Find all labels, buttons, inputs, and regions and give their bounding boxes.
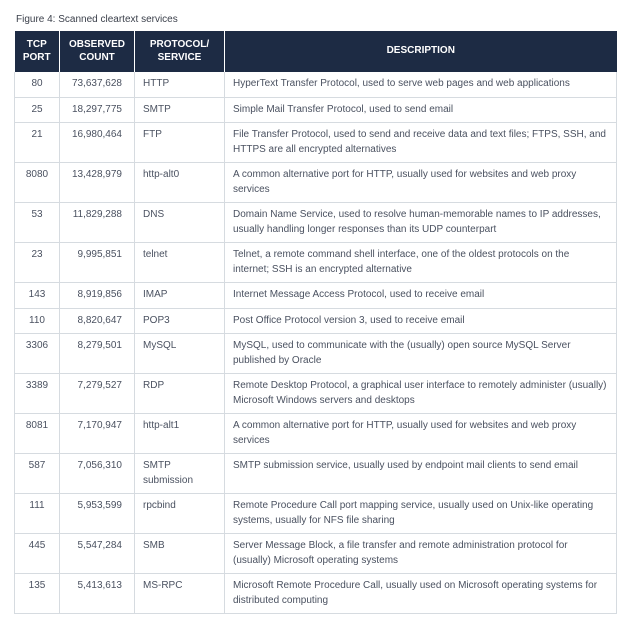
col-header-port: TCP PORT [15,31,60,72]
cell-service: MS-RPC [135,574,225,614]
cell-count: 5,413,613 [60,574,135,614]
cell-description: SMTP submission service, usually used by… [225,454,617,494]
cell-port: 3389 [15,374,60,414]
cell-port: 21 [15,123,60,163]
table-row: 1355,413,613MS-RPCMicrosoft Remote Proce… [15,574,617,614]
table-row: 1115,953,599rpcbindRemote Procedure Call… [15,494,617,534]
cell-service: http-alt0 [135,163,225,203]
cell-count: 5,953,599 [60,494,135,534]
cell-service: rpcbind [135,494,225,534]
col-header-count: OBSERVED COUNT [60,31,135,72]
table-row: 808013,428,979http-alt0A common alternat… [15,163,617,203]
cell-count: 8,279,501 [60,334,135,374]
cell-port: 110 [15,308,60,334]
table-row: 2116,980,464FTPFile Transfer Protocol, u… [15,123,617,163]
cell-count: 9,995,851 [60,243,135,283]
cell-port: 587 [15,454,60,494]
cell-port: 111 [15,494,60,534]
col-header-count-l2: COUNT [79,52,115,63]
cell-description: Domain Name Service, used to resolve hum… [225,203,617,243]
cell-port: 25 [15,97,60,123]
cell-description: Internet Message Access Protocol, used t… [225,283,617,309]
cell-description: A common alternative port for HTTP, usua… [225,163,617,203]
table-row: 5877,056,310SMTP submissionSMTP submissi… [15,454,617,494]
cell-count: 7,279,527 [60,374,135,414]
table-row: 80817,170,947http-alt1A common alternati… [15,414,617,454]
col-header-description-l1: DESCRIPTION [387,45,455,56]
cell-port: 135 [15,574,60,614]
cell-count: 16,980,464 [60,123,135,163]
col-header-port-l2: PORT [23,52,51,63]
cell-service: MySQL [135,334,225,374]
cell-description: MySQL, used to communicate with the (usu… [225,334,617,374]
cell-count: 7,056,310 [60,454,135,494]
cell-service: RDP [135,374,225,414]
cell-description: Simple Mail Transfer Protocol, used to s… [225,97,617,123]
table-row: 1438,919,856IMAPInternet Message Access … [15,283,617,309]
cell-service: SMB [135,534,225,574]
table-row: 239,995,851telnetTelnet, a remote comman… [15,243,617,283]
cell-count: 8,820,647 [60,308,135,334]
cell-service: IMAP [135,283,225,309]
cell-service: DNS [135,203,225,243]
cell-service: HTTP [135,72,225,97]
cell-description: Server Message Block, a file transfer an… [225,534,617,574]
col-header-port-l1: TCP [27,39,47,50]
col-header-service: PROTOCOL/ SERVICE [135,31,225,72]
cell-description: Post Office Protocol version 3, used to … [225,308,617,334]
cell-port: 23 [15,243,60,283]
cell-description: Microsoft Remote Procedure Call, usually… [225,574,617,614]
cell-description: File Transfer Protocol, used to send and… [225,123,617,163]
table-row: 2518,297,775SMTPSimple Mail Transfer Pro… [15,97,617,123]
col-header-service-l1: PROTOCOL/ [150,39,209,50]
cell-port: 143 [15,283,60,309]
cell-description: Remote Desktop Protocol, a graphical use… [225,374,617,414]
cell-count: 11,829,288 [60,203,135,243]
cell-count: 13,428,979 [60,163,135,203]
table-row: 33068,279,501MySQLMySQL, used to communi… [15,334,617,374]
cell-port: 53 [15,203,60,243]
cell-service: SMTP submission [135,454,225,494]
cell-service: SMTP [135,97,225,123]
cell-description: HyperText Transfer Protocol, used to ser… [225,72,617,97]
cell-service: POP3 [135,308,225,334]
figure-caption: Figure 4: Scanned cleartext services [16,14,617,25]
table-body: 8073,637,628HTTPHyperText Transfer Proto… [15,72,617,614]
col-header-description: DESCRIPTION [225,31,617,72]
cleartext-services-table: TCP PORT OBSERVED COUNT PROTOCOL/ SERVIC… [14,31,617,614]
cell-port: 3306 [15,334,60,374]
cell-count: 7,170,947 [60,414,135,454]
cell-port: 445 [15,534,60,574]
table-row: 4455,547,284SMBServer Message Block, a f… [15,534,617,574]
cell-count: 5,547,284 [60,534,135,574]
table-row: 8073,637,628HTTPHyperText Transfer Proto… [15,72,617,97]
cell-service: http-alt1 [135,414,225,454]
cell-description: Telnet, a remote command shell interface… [225,243,617,283]
cell-count: 73,637,628 [60,72,135,97]
col-header-service-l2: SERVICE [158,52,202,63]
cell-port: 8080 [15,163,60,203]
cell-count: 18,297,775 [60,97,135,123]
cell-port: 8081 [15,414,60,454]
cell-service: FTP [135,123,225,163]
cell-description: A common alternative port for HTTP, usua… [225,414,617,454]
cell-port: 80 [15,72,60,97]
table-row: 5311,829,288DNSDomain Name Service, used… [15,203,617,243]
table-row: 33897,279,527RDPRemote Desktop Protocol,… [15,374,617,414]
table-header: TCP PORT OBSERVED COUNT PROTOCOL/ SERVIC… [15,31,617,72]
table-row: 1108,820,647POP3Post Office Protocol ver… [15,308,617,334]
cell-count: 8,919,856 [60,283,135,309]
cell-service: telnet [135,243,225,283]
col-header-count-l1: OBSERVED [69,39,125,50]
cell-description: Remote Procedure Call port mapping servi… [225,494,617,534]
